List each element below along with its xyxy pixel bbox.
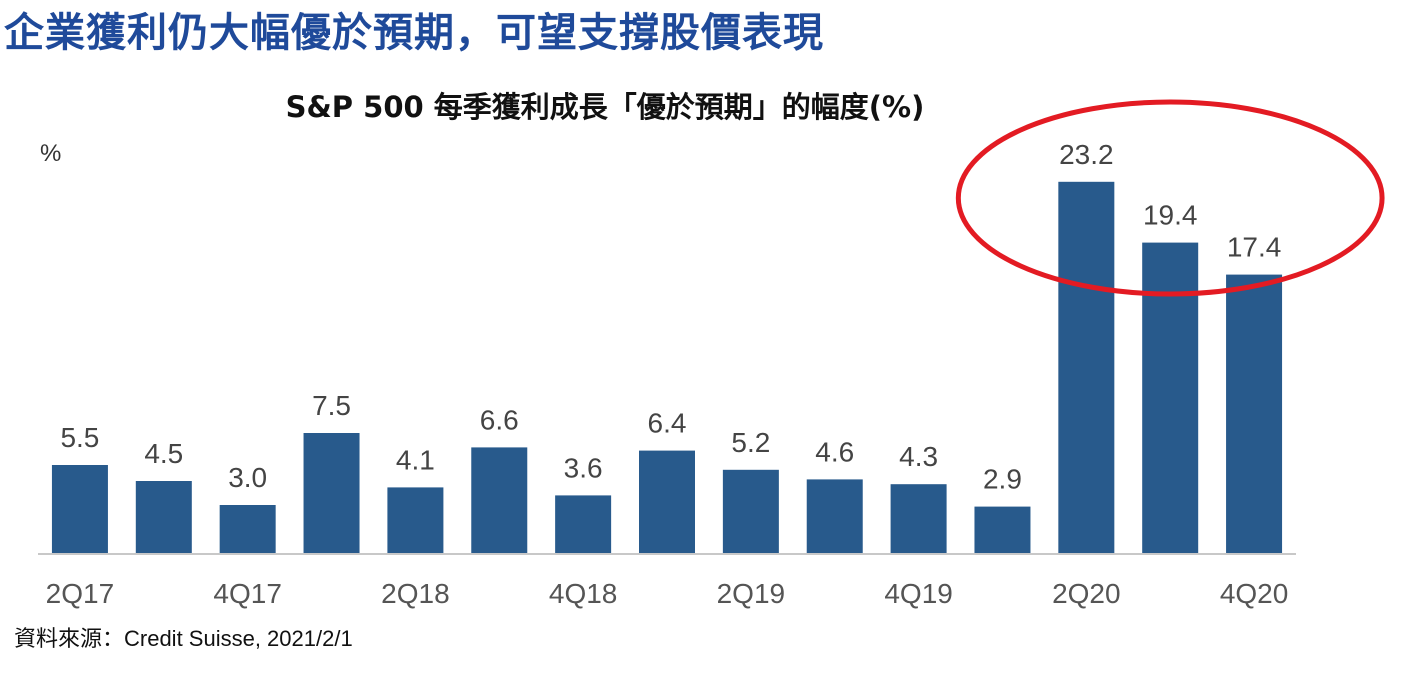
x-tick-label-2q17: 2Q17 [46, 578, 115, 609]
headline: 企業獲利仍大幅優於預期，可望支撐股價表現 [4, 10, 824, 56]
data-label-1q20: 2.9 [983, 464, 1022, 495]
bar-2q17 [51, 465, 108, 553]
x-tick-label-2q18: 2Q18 [381, 578, 450, 609]
data-label-4q17: 3.0 [228, 462, 267, 493]
x-tick-label-2q20: 2Q20 [1052, 578, 1121, 609]
x-tick-label-4q20: 4Q20 [1220, 578, 1289, 609]
data-label-2q17: 5.5 [60, 422, 99, 453]
data-label-1q19: 6.4 [648, 408, 687, 439]
bar-1q19 [639, 450, 695, 553]
data-label-3q18: 6.6 [480, 404, 519, 435]
data-label-4q20: 17.4 [1227, 232, 1282, 263]
unit-label: % [40, 140, 61, 167]
bar-4q17 [219, 505, 276, 553]
bar-4q19 [890, 484, 947, 553]
bar-2q18 [387, 487, 444, 553]
data-label-4q18: 3.6 [564, 452, 603, 483]
data-label-4q19: 4.3 [899, 441, 938, 472]
x-tick-labels-group: 2Q17 4Q17 2Q18 4Q18 2Q19 4Q19 2Q20 4Q20 [46, 578, 1289, 609]
bar-3q20 [1142, 242, 1199, 553]
x-tick-label-4q17: 4Q17 [213, 578, 282, 609]
bar-1q20 [974, 506, 1031, 553]
highlight-ellipse [955, 99, 1385, 297]
x-tick-label-4q18: 4Q18 [549, 578, 618, 609]
chart-title: S&P 500 每季獲利成長「優於預期」的幅度(%) [286, 90, 925, 124]
data-label-3q19: 4.6 [815, 436, 854, 467]
bar-4q20 [1226, 274, 1283, 553]
bar-3q19 [806, 479, 863, 553]
source-note: 資料來源：Credit Suisse, 2021/2/1 [14, 626, 353, 651]
bar-3q18 [471, 447, 528, 553]
bar-2q19 [722, 469, 779, 553]
data-labels-group: 5.5 4.5 3.0 7.5 4.1 6.6 3.6 6.4 5.2 4.6 4.3 2.9 23.2… [60, 139, 1281, 495]
bar-2q20 [1058, 181, 1115, 554]
data-label-2q19: 5.2 [731, 427, 770, 458]
x-tick-label-4q19: 4Q19 [884, 578, 953, 609]
bars-group [51, 181, 1283, 554]
bar-4q18 [555, 495, 612, 553]
x-tick-label-2q19: 2Q19 [717, 578, 786, 609]
data-label-3q17: 4.5 [144, 438, 183, 469]
data-label-3q20: 19.4 [1143, 200, 1198, 231]
bar-3q17 [135, 481, 192, 553]
data-label-1q18: 7.5 [312, 390, 351, 421]
data-label-2q20: 23.2 [1059, 139, 1114, 170]
data-label-2q18: 4.1 [396, 444, 435, 475]
bar-1q18 [303, 433, 360, 553]
